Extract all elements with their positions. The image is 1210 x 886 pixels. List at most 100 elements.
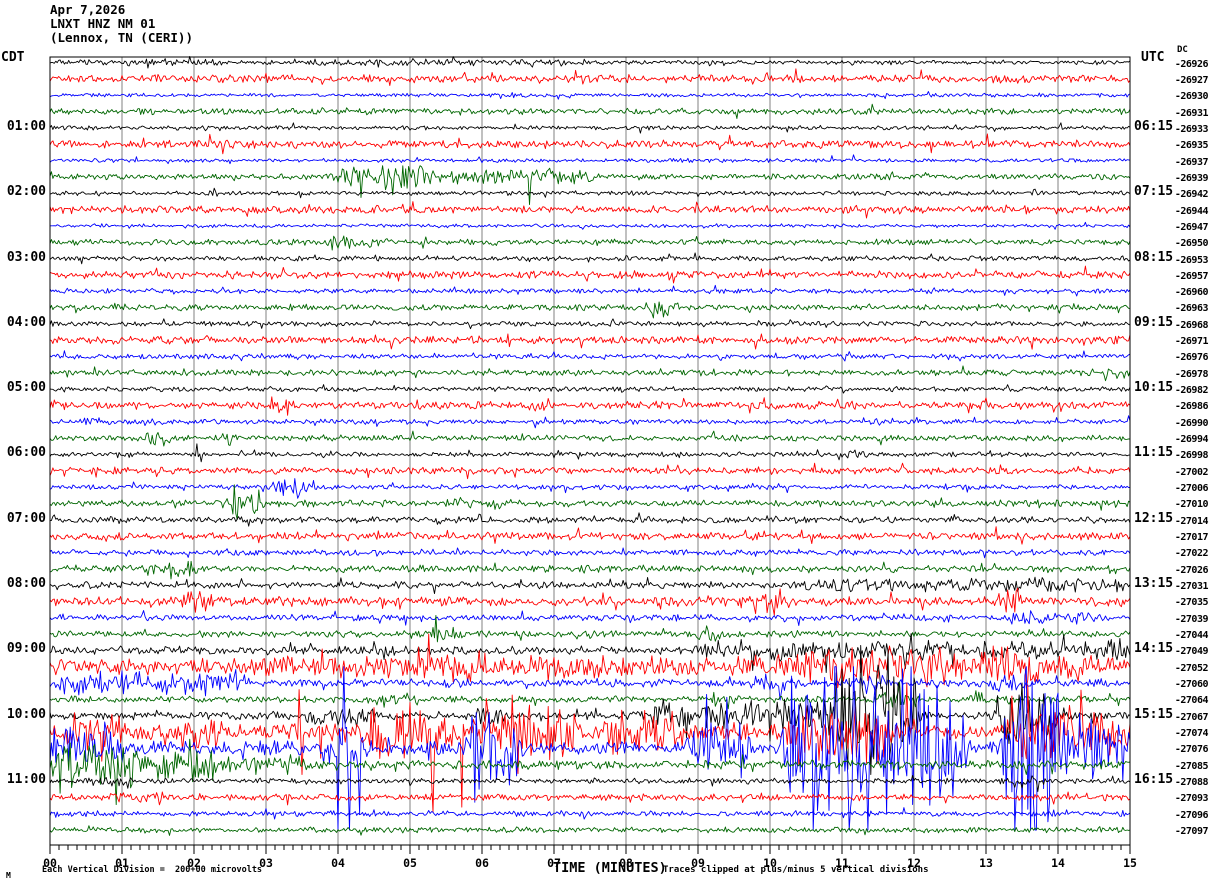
- utc-hour-label: 11:15: [1134, 445, 1174, 461]
- utc-hour-label: 16:15: [1134, 772, 1174, 787]
- trace-offset-value: -27006: [1174, 483, 1209, 495]
- trace-row-7: [49, 165, 1131, 206]
- minute-tick-label: 13: [979, 856, 993, 870]
- trace-offset-value: -27044: [1174, 630, 1209, 641]
- trace-row-32: [49, 576, 1131, 595]
- trace-row-35: [49, 614, 1131, 643]
- utc-hour-label: 08:15: [1134, 249, 1174, 265]
- trace-row-12: [49, 252, 1131, 265]
- trace-row-25: [49, 462, 1131, 480]
- cdt-hour-label: 08:00: [6, 576, 46, 592]
- cdt-hour-label: 11:00: [6, 772, 46, 787]
- trace-row-47: [49, 825, 1131, 836]
- utc-hour-label: 15:15: [1134, 706, 1174, 722]
- trace-offset-value: -27076: [1174, 744, 1209, 756]
- trace-offset-value: -26994: [1174, 434, 1209, 446]
- trace-offset-value: -26937: [1174, 156, 1209, 168]
- header-location: (Lennox, TN (CERI)): [50, 30, 193, 45]
- trace-offset-value: -27074: [1174, 728, 1209, 739]
- trace-offset-value: -27097: [1174, 826, 1209, 837]
- trace-row-27: [49, 484, 1131, 521]
- trace-row-26: [49, 478, 1131, 499]
- header-station: LNXT HNZ NM 01: [50, 16, 156, 31]
- trace-row-20: [49, 384, 1131, 394]
- trace-row-21: [49, 396, 1131, 416]
- trace-offset-value: -26933: [1174, 123, 1209, 135]
- utc-hour-label: 06:15: [1134, 118, 1174, 134]
- trace-row-16: [49, 318, 1131, 330]
- trace-row-3: [49, 103, 1131, 119]
- trace-row-46: [49, 807, 1131, 820]
- cdt-timezone-label: CDT: [1, 50, 25, 65]
- minute-tick-label: 05: [403, 856, 417, 870]
- trace-offset-value: -27064: [1174, 695, 1209, 707]
- minute-tick-label: 06: [475, 856, 489, 870]
- trace-row-17: [49, 333, 1131, 350]
- utc-hour-label: 12:15: [1134, 510, 1174, 526]
- trace-row-38: [49, 669, 1131, 701]
- trace-row-36: [49, 633, 1131, 674]
- minute-tick-label: 01: [115, 856, 129, 870]
- trace-row-42: [49, 666, 1131, 831]
- trace-offset-value: -26927: [1174, 74, 1209, 86]
- trace-offset-value: -27093: [1174, 793, 1209, 805]
- trace-row-37: [49, 633, 1131, 689]
- trace-offset-value: -27096: [1174, 809, 1209, 821]
- trace-offset-value: -27002: [1174, 466, 1209, 478]
- trace-row-43: [49, 738, 1131, 806]
- trace-row-23: [49, 430, 1131, 447]
- trace-offset-value: -27026: [1174, 564, 1209, 576]
- minute-tick-label: 12: [907, 856, 921, 870]
- trace-row-8: [49, 187, 1131, 199]
- minute-tick-label: 10: [763, 856, 777, 870]
- trace-offset-value: -26990: [1174, 417, 1209, 429]
- cdt-hour-label: 02:00: [6, 184, 46, 200]
- trace-row-0: [49, 56, 1131, 69]
- trace-offset-value: -26935: [1174, 140, 1209, 152]
- minute-tick-label: 04: [331, 856, 345, 870]
- trace-row-5: [49, 133, 1131, 155]
- trace-offset-value: -27010: [1174, 499, 1209, 511]
- trace-row-45: [49, 791, 1131, 806]
- trace-row-33: [49, 587, 1131, 616]
- footer-clip-note: Traces clipped at plus/minus 5 vertical …: [663, 865, 929, 875]
- utc-hour-label: 13:15: [1134, 576, 1174, 592]
- trace-row-14: [49, 284, 1131, 297]
- utc-hour-label: 14:15: [1134, 641, 1174, 657]
- trace-offset-value: -26960: [1174, 287, 1209, 299]
- trace-row-15: [49, 301, 1131, 319]
- trace-offset-value: -26931: [1174, 107, 1209, 119]
- trace-offset-value: -26986: [1174, 401, 1209, 413]
- footer-corner-mark: M: [6, 871, 11, 880]
- cdt-hour-label: 05:00: [6, 380, 46, 396]
- minute-tick-label: 07: [547, 856, 561, 870]
- trace-row-24: [49, 443, 1130, 463]
- trace-row-41: [49, 682, 1131, 813]
- trace-offset-value: -26968: [1174, 319, 1209, 331]
- minute-tick-label: 14: [1051, 856, 1065, 870]
- trace-offset-value: -26939: [1174, 172, 1209, 184]
- cdt-hour-label: 06:00: [6, 445, 46, 461]
- trace-row-22: [49, 415, 1131, 429]
- trace-row-10: [49, 221, 1131, 230]
- utc-hour-label: 09:15: [1134, 314, 1174, 330]
- plot-border: [49, 56, 1131, 846]
- minute-tick-label: 09: [691, 856, 705, 870]
- cdt-hour-label: 09:00: [6, 641, 46, 657]
- utc-timezone-label: UTC: [1141, 50, 1165, 65]
- trace-row-31: [49, 560, 1131, 580]
- trace-row-40: [49, 645, 1131, 775]
- x-axis-title: TIME (MINUTES): [553, 860, 667, 876]
- minute-tick-label: 11: [835, 856, 849, 870]
- trace-offset-value: -26963: [1174, 303, 1209, 315]
- trace-offset-value: -26953: [1174, 254, 1209, 266]
- header-date: Apr 7,2026: [50, 2, 126, 17]
- trace-offset-value: -27060: [1174, 679, 1209, 690]
- trace-row-19: [49, 365, 1131, 382]
- minute-tick-label: 02: [187, 856, 201, 870]
- trace-offset-value: -26957: [1174, 270, 1209, 282]
- trace-row-18: [49, 350, 1131, 362]
- trace-offset-value: -27049: [1174, 646, 1209, 658]
- trace-offset-value: -27039: [1174, 613, 1209, 625]
